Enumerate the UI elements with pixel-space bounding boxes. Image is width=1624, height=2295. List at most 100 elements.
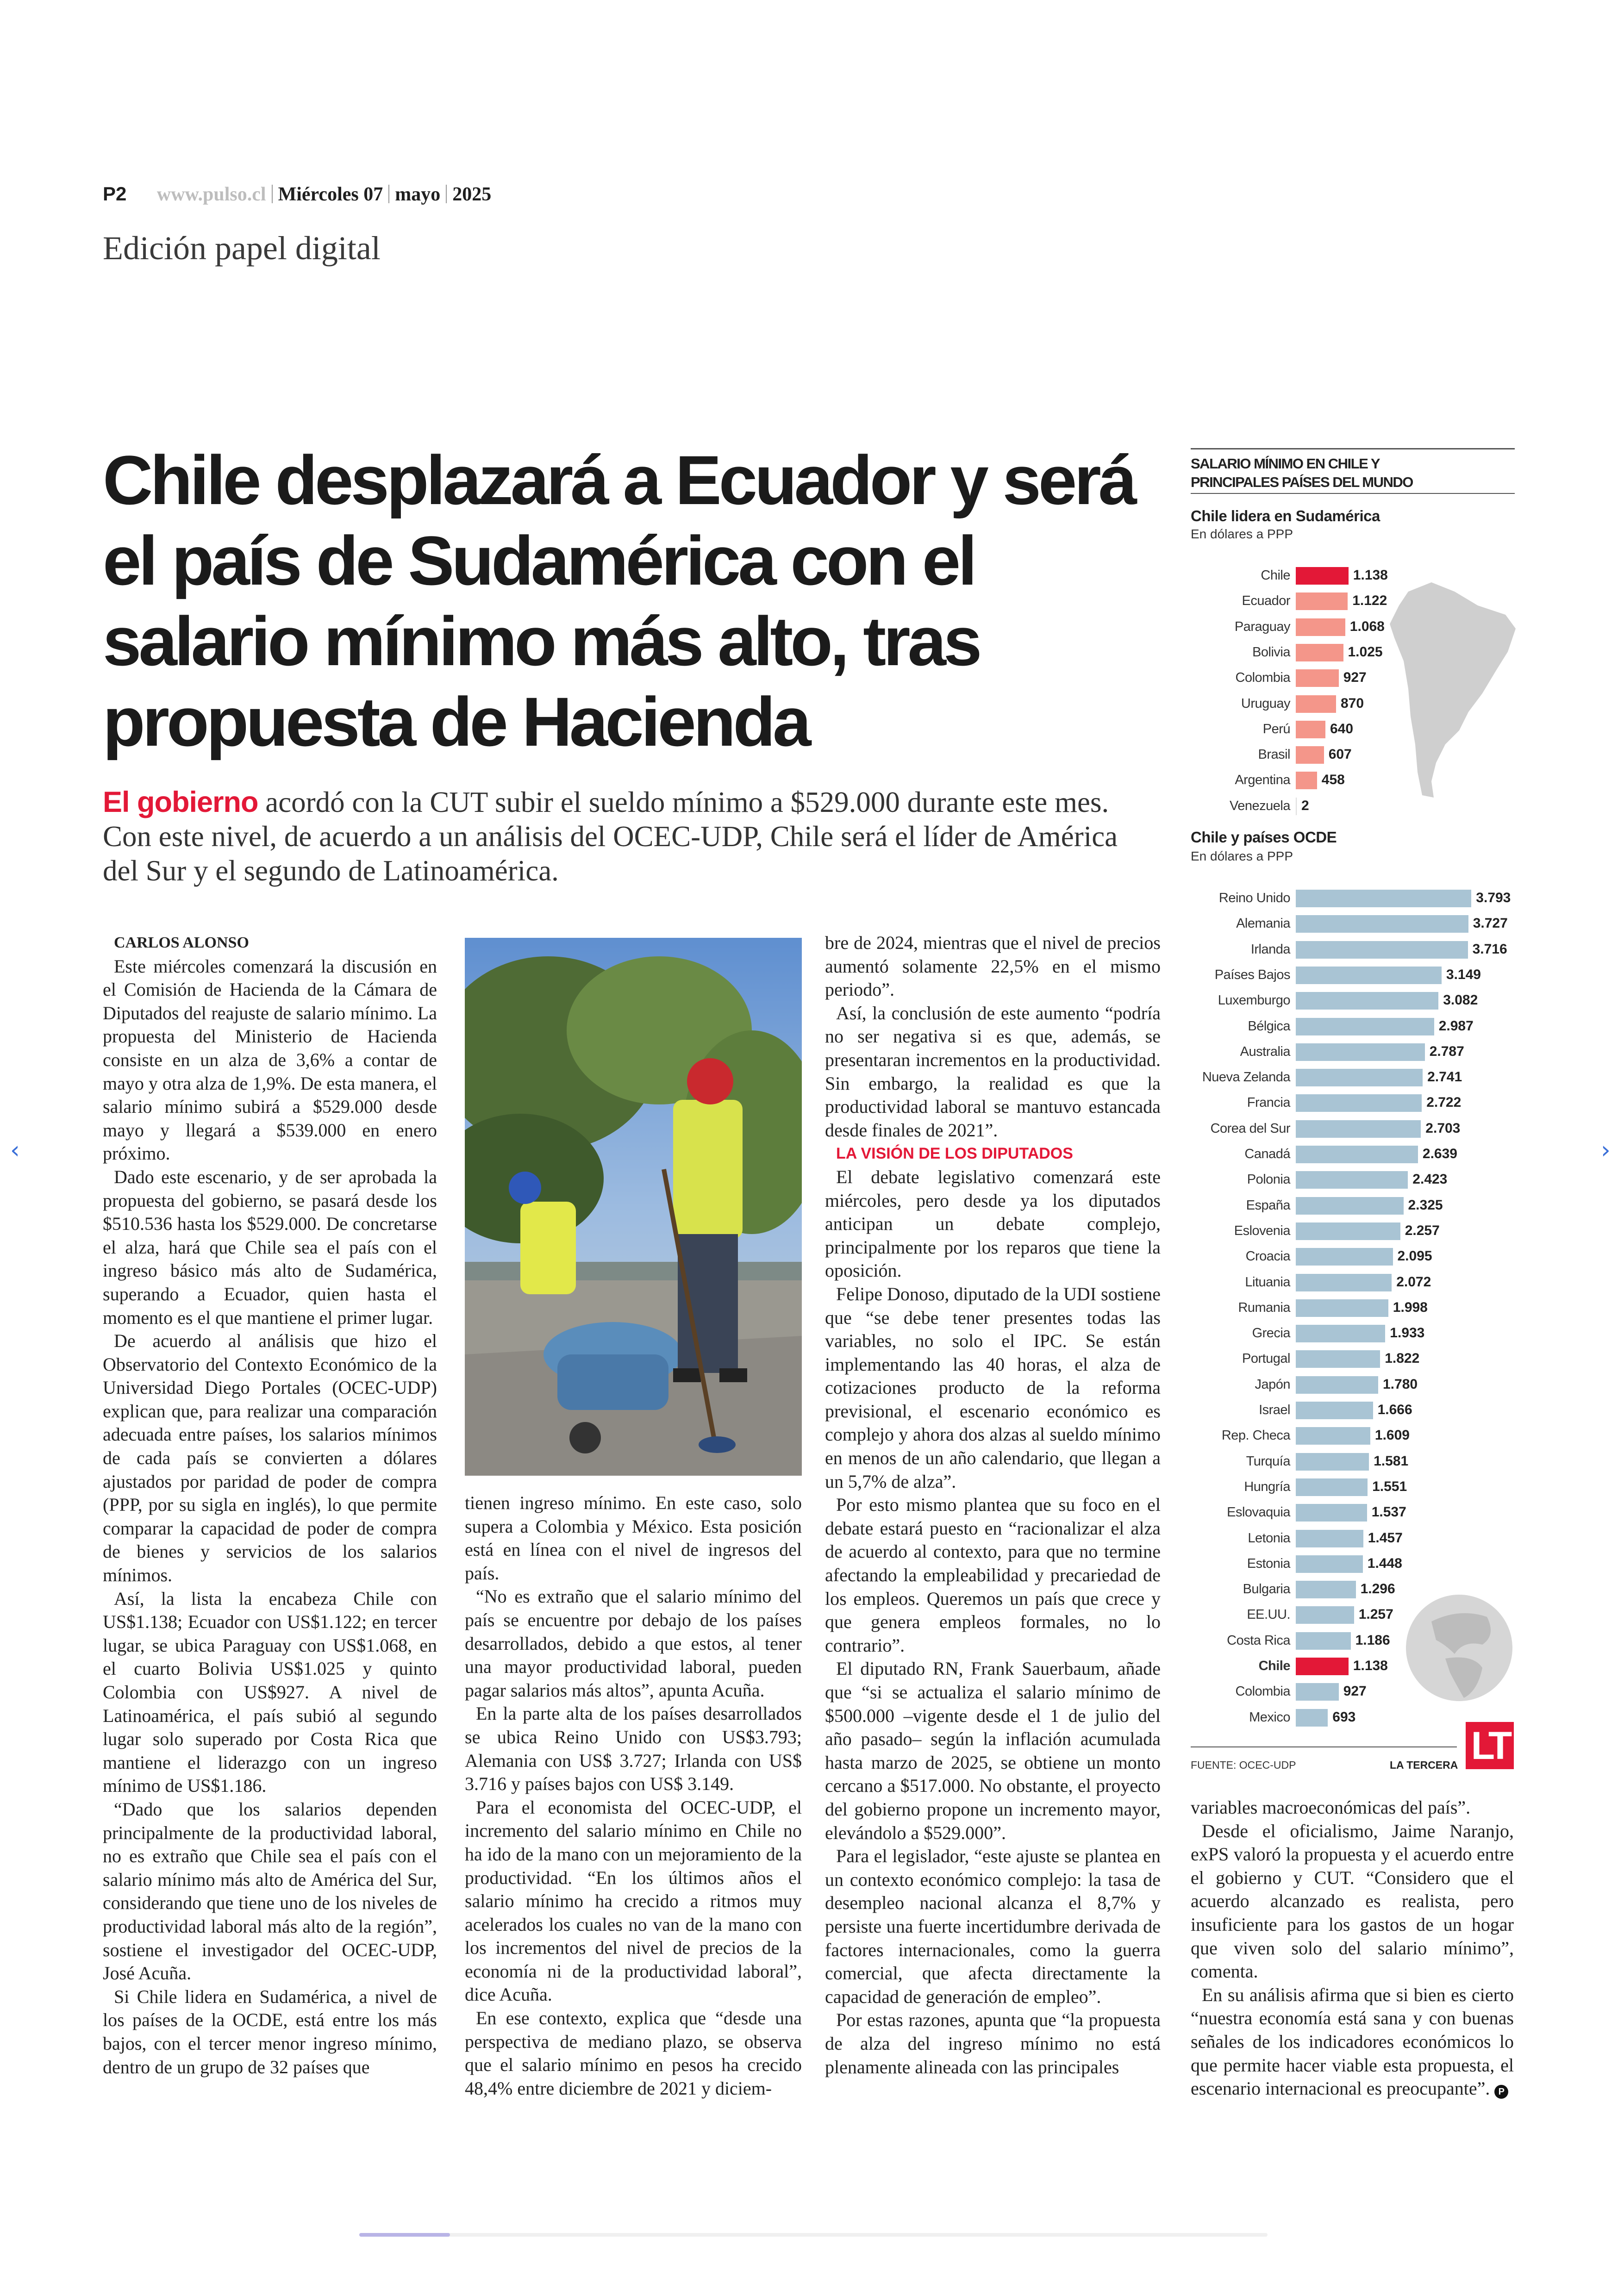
bar — [1296, 992, 1439, 1010]
data-label: 2.423 — [1412, 1172, 1448, 1187]
globe-icon — [1406, 1595, 1512, 1701]
category-label: Corea del Sur — [1210, 1121, 1291, 1136]
data-label: 1.666 — [1377, 1402, 1412, 1417]
column-2: tienen ingreso mínimo. En este caso, sol… — [465, 1491, 802, 2100]
category-label: Brasil — [1258, 747, 1290, 762]
column-1: CARLOS ALONSO Este miércoles comenzará l… — [103, 931, 437, 2079]
category-label: Argentina — [1235, 773, 1290, 788]
category-label: Bolivia — [1252, 644, 1290, 660]
paragraph: Desde el oficialismo, Jaime Naranjo, exP… — [1191, 1820, 1514, 1982]
bar — [1296, 1427, 1370, 1445]
bar — [1296, 1632, 1351, 1650]
data-label: 1.537 — [1371, 1504, 1406, 1520]
category-label: Croacia — [1245, 1249, 1291, 1264]
site-url[interactable]: www.pulso.cl — [156, 184, 266, 205]
data-label: 640 — [1330, 721, 1354, 736]
deck: El gobierno acordó con la CUT subir el s… — [103, 785, 1149, 888]
bar — [1296, 1402, 1373, 1419]
bar — [1296, 1043, 1425, 1061]
paragraph: Así, la lista la encabeza Chile con US$1… — [103, 1588, 437, 1796]
bar — [1296, 618, 1345, 636]
category-label: Japón — [1255, 1377, 1290, 1392]
data-label: 2.639 — [1422, 1146, 1457, 1161]
category-label: Turquía — [1246, 1453, 1291, 1469]
bar — [1296, 1709, 1328, 1727]
category-label: Hungría — [1244, 1479, 1290, 1494]
category-label: Alemania — [1236, 916, 1290, 931]
data-label: 870 — [1341, 695, 1364, 711]
page-scrollbar[interactable] — [359, 2233, 1268, 2237]
scrollbar-thumb[interactable] — [359, 2233, 450, 2237]
bar — [1296, 1376, 1378, 1394]
data-label: 1.551 — [1372, 1478, 1407, 1494]
category-label: EE.UU. — [1247, 1607, 1290, 1622]
data-label: 2.987 — [1438, 1018, 1474, 1034]
chevron-left-icon[interactable]: ‹ — [10, 1136, 20, 1164]
bar — [1296, 746, 1324, 764]
category-label: Bélgica — [1248, 1018, 1290, 1034]
category-label: Eslovaquia — [1227, 1505, 1290, 1520]
category-label: Polonia — [1247, 1172, 1291, 1187]
data-label: 2.095 — [1397, 1248, 1432, 1264]
chart-2-subtitle: Chile y países OCDE — [1191, 829, 1337, 846]
category-label: Bulgaria — [1243, 1582, 1291, 1597]
data-label: 1.780 — [1383, 1376, 1418, 1392]
chart-2-unit: En dólares a PPP — [1191, 849, 1293, 863]
category-label: Colombia — [1235, 670, 1291, 686]
category-label: Países Bajos — [1214, 967, 1291, 982]
bar — [1296, 695, 1336, 713]
chevron-right-icon[interactable]: › — [1601, 1136, 1611, 1164]
bar — [1296, 1478, 1368, 1496]
data-label: 927 — [1343, 1684, 1367, 1699]
column-4: variables macroeconómicas del país”. Des… — [1191, 1796, 1514, 2101]
bar — [1296, 797, 1297, 815]
bar — [1296, 1529, 1363, 1547]
data-label: 3.082 — [1443, 992, 1478, 1008]
bar — [1296, 1146, 1418, 1163]
bar — [1296, 966, 1442, 984]
category-label: Uruguay — [1241, 696, 1291, 711]
data-label: 693 — [1332, 1709, 1356, 1725]
rule — [1191, 493, 1515, 494]
bar — [1296, 720, 1325, 738]
data-label: 2.787 — [1429, 1043, 1464, 1059]
paragraph: Por estas razones, apunta que “la propue… — [825, 2009, 1161, 2077]
bar — [1296, 890, 1472, 907]
bar — [1296, 1606, 1354, 1624]
source-note: FUENTE: OCEC-UDP — [1191, 1759, 1296, 1771]
credit: LA TERCERA — [1390, 1759, 1458, 1771]
category-label: Letonia — [1248, 1530, 1290, 1546]
data-label: 1.581 — [1374, 1453, 1409, 1469]
data-label: 2.072 — [1396, 1274, 1431, 1290]
data-label: 1.025 — [1348, 644, 1383, 660]
category-label: Francia — [1247, 1095, 1291, 1110]
category-label: Irlanda — [1250, 942, 1291, 957]
data-label: 1.138 — [1353, 568, 1388, 583]
category-label: Colombia — [1235, 1684, 1291, 1699]
byline: CARLOS ALONSO — [114, 934, 249, 951]
paragraph: En ese contexto, explica que “desde una … — [465, 2008, 802, 2099]
bar — [1296, 1555, 1363, 1573]
category-label: Costa Rica — [1227, 1633, 1290, 1648]
paragraph-text: En su análisis afirma que si bien es cie… — [1191, 1984, 1514, 2099]
bar — [1296, 1658, 1349, 1675]
data-label: 1.933 — [1390, 1325, 1425, 1341]
data-label: 1.448 — [1367, 1555, 1402, 1571]
photo-image — [465, 938, 802, 1476]
subheading: LA VISIÓN DE LOS DIPUTADOS — [836, 1145, 1073, 1163]
headline: Chile desplazará a Ecuador y será el paí… — [103, 441, 1137, 761]
paragraph: bre de 2024, mientras que el nivel de pr… — [825, 932, 1161, 1000]
bar — [1296, 1171, 1408, 1189]
data-label: 1.186 — [1355, 1632, 1390, 1648]
chart-1-subtitle: Chile lidera en Sudamérica — [1191, 507, 1380, 524]
paragraph: Dado este escenario, y de ser aprobada l… — [103, 1166, 437, 1328]
bar — [1296, 1248, 1393, 1266]
paragraph: De acuerdo al análisis que hizo el Obser… — [103, 1330, 437, 1586]
date-day: Miércoles 07 — [278, 184, 383, 205]
bar — [1296, 1222, 1400, 1240]
data-label: 3.716 — [1472, 941, 1507, 957]
data-label: 2.741 — [1427, 1069, 1462, 1085]
data-label: 1.068 — [1349, 618, 1385, 634]
category-label: Perú — [1262, 721, 1291, 736]
chart-1-unit: En dólares a PPP — [1191, 527, 1293, 541]
